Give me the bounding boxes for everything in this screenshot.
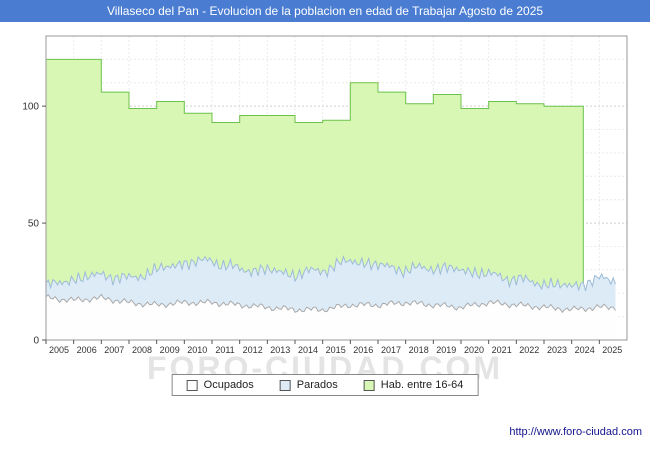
svg-text:2022: 2022: [519, 345, 539, 355]
chart-legend: Ocupados Parados Hab. entre 16-64: [171, 374, 479, 396]
svg-text:2009: 2009: [160, 345, 180, 355]
svg-text:2010: 2010: [187, 345, 207, 355]
svg-text:2013: 2013: [270, 345, 290, 355]
legend-label-ocupados: Ocupados: [203, 379, 254, 391]
svg-text:2024: 2024: [575, 345, 595, 355]
svg-text:2020: 2020: [464, 345, 484, 355]
svg-text:100: 100: [22, 102, 39, 113]
legend-item-hab-16-64: Hab. entre 16-64: [363, 379, 464, 391]
svg-text:2008: 2008: [132, 345, 152, 355]
svg-text:2015: 2015: [326, 345, 346, 355]
legend-item-ocupados: Ocupados: [186, 379, 254, 391]
svg-text:2014: 2014: [298, 345, 318, 355]
population-area-chart: 2005 2006 2007 2008 2009 2010 2011 2012 2013 2014…: [22, 35, 628, 355]
svg-text:2011: 2011: [215, 345, 234, 355]
svg-text:2016: 2016: [353, 345, 373, 355]
svg-text:2019: 2019: [436, 345, 456, 355]
svg-text:50: 50: [28, 219, 40, 230]
svg-text:2005: 2005: [49, 345, 69, 355]
svg-text:2023: 2023: [547, 345, 567, 355]
legend-item-parados: Parados: [279, 379, 338, 391]
legend-label-parados: Parados: [296, 379, 338, 391]
svg-text:2006: 2006: [77, 345, 97, 355]
svg-text:0: 0: [33, 336, 39, 347]
svg-text:2021: 2021: [492, 345, 512, 355]
chart-area: 2005 2006 2007 2008 2009 2010 2011 2012 2013 2014…: [0, 22, 650, 362]
title-bar: Villaseco del Pan - Evolucion de la pobl…: [0, 0, 650, 22]
svg-text:2017: 2017: [381, 345, 401, 355]
legend-swatch-hab-16-64: [363, 379, 375, 391]
page-title: Villaseco del Pan - Evolucion de la pobl…: [106, 4, 544, 18]
site-url: http://www.foro-ciudad.com: [509, 426, 642, 438]
svg-text:2012: 2012: [243, 345, 263, 355]
legend-swatch-parados: [279, 379, 291, 391]
svg-text:2025: 2025: [602, 345, 622, 355]
legend-label-hab-16-64: Hab. entre 16-64: [380, 379, 464, 391]
legend-swatch-ocupados: [186, 379, 198, 391]
svg-text:2018: 2018: [409, 345, 429, 355]
svg-text:2007: 2007: [104, 345, 124, 355]
